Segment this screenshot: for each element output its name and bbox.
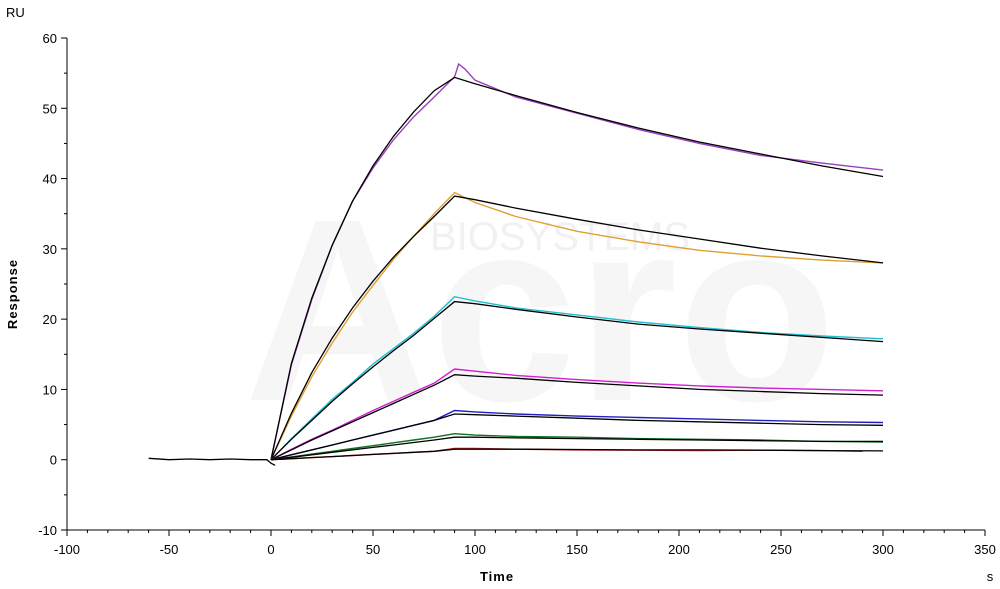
- x-unit-label: s: [987, 569, 994, 584]
- x-tick-label: 200: [668, 542, 690, 557]
- x-tick-label: 300: [872, 542, 894, 557]
- watermark-subtitle: BIOSYSTEMS: [430, 215, 690, 259]
- series-group: [270, 409, 884, 461]
- y-axis-title: Response: [5, 259, 20, 329]
- fit-line: [270, 436, 883, 461]
- x-tick-label: -100: [54, 542, 80, 557]
- x-tick-label: 50: [366, 542, 380, 557]
- series-layer: [148, 62, 884, 466]
- x-tick-label: 250: [770, 542, 792, 557]
- fit-line: [270, 374, 884, 461]
- x-axis-title: Time: [480, 569, 514, 584]
- x-tick-label: 100: [464, 542, 486, 557]
- fit-line: [270, 448, 884, 461]
- series-group: [270, 295, 884, 461]
- x-tick-label: 350: [974, 542, 996, 557]
- x-tick-label: 0: [267, 542, 274, 557]
- y-tick-label: 20: [43, 312, 57, 327]
- fit-line: [270, 195, 884, 460]
- y-tick-label: 10: [43, 382, 57, 397]
- x-tick-label: -50: [160, 542, 179, 557]
- y-tick-label: 0: [50, 453, 57, 468]
- y-tick-label: 50: [43, 101, 57, 116]
- series-group: [270, 432, 884, 461]
- series-group: [148, 62, 884, 466]
- series-line: [270, 432, 884, 461]
- fit-line: [270, 76, 884, 460]
- y-tick-label: 30: [43, 242, 57, 257]
- y-tick-label: -10: [38, 523, 57, 538]
- series-group: [270, 191, 884, 460]
- series-line: [270, 191, 884, 460]
- fit-line: [270, 413, 884, 461]
- y-unit-label: RU: [6, 5, 25, 20]
- y-tick-label: 40: [43, 172, 57, 187]
- y-tick-label: 60: [43, 31, 57, 46]
- baseline-line: [148, 457, 276, 466]
- x-tick-label: 150: [566, 542, 588, 557]
- series-group: [270, 447, 884, 461]
- series-line: [270, 295, 884, 461]
- series-group: [270, 368, 884, 461]
- fit-line: [270, 300, 884, 461]
